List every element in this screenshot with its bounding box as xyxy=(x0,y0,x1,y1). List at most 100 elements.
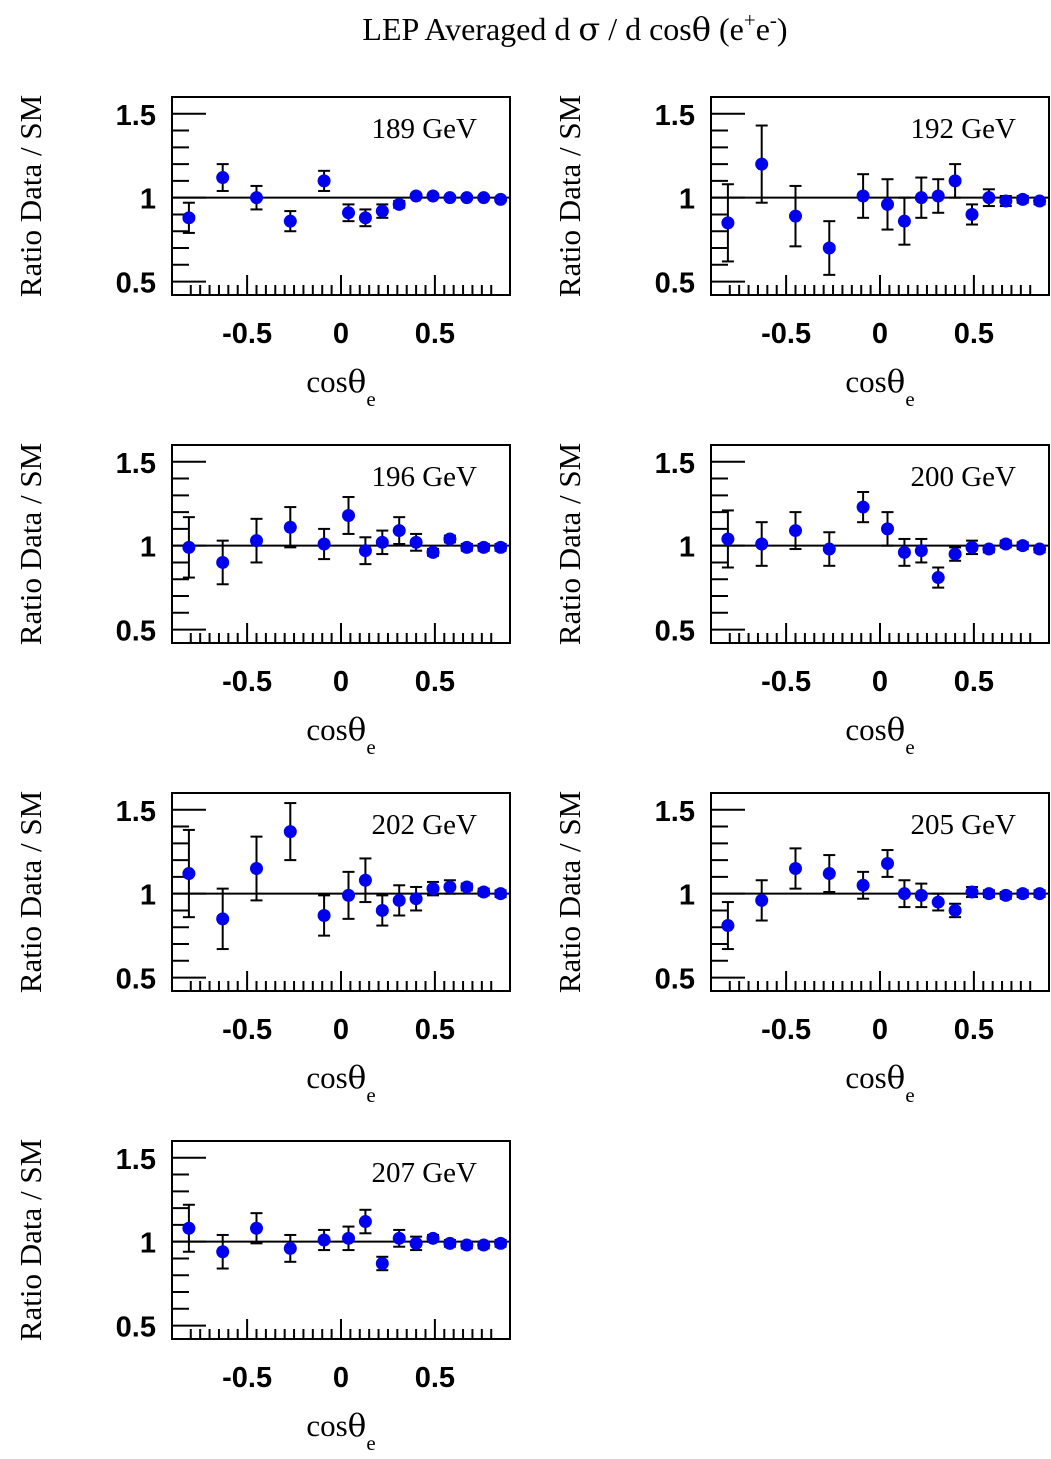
x-tick-label: 0.5 xyxy=(415,666,455,698)
data-point xyxy=(216,163,230,192)
x-tick-label: 0.5 xyxy=(954,666,994,698)
y-axis-label: Ratio Data / SM xyxy=(552,791,587,993)
data-point xyxy=(342,203,356,223)
x-axis-label-main: cos xyxy=(306,712,347,747)
y-tick-label: 0.5 xyxy=(116,964,156,996)
data-point xyxy=(494,540,508,554)
y-axis-label: Ratio Data / SM xyxy=(13,443,48,645)
marker xyxy=(250,534,263,548)
energy-label: 202 GeV xyxy=(371,809,477,841)
marker xyxy=(317,1233,331,1247)
y-tick-label: 0.5 xyxy=(655,964,695,996)
energy-label: 205 GeV xyxy=(910,809,1016,841)
marker xyxy=(358,1215,372,1229)
data-point xyxy=(375,1255,389,1272)
marker xyxy=(342,508,356,522)
marker xyxy=(914,888,928,902)
data-point xyxy=(409,532,423,552)
data-point xyxy=(789,511,802,551)
x-tick-label: 0 xyxy=(333,1014,349,1046)
marker xyxy=(914,544,928,558)
marker xyxy=(358,211,372,225)
marker xyxy=(216,912,230,926)
data-point xyxy=(897,196,911,246)
x-axis-label-sub: e xyxy=(366,735,375,759)
data-point xyxy=(721,901,735,951)
marker xyxy=(897,214,911,228)
x-tick-label: -0.5 xyxy=(761,666,811,698)
marker xyxy=(317,174,331,188)
energy-label: 189 GeV xyxy=(371,113,477,145)
data-point xyxy=(250,835,263,902)
marker xyxy=(789,209,802,223)
data-point xyxy=(999,537,1013,551)
data-point xyxy=(426,1231,440,1245)
marker xyxy=(342,1231,356,1245)
x-tick-label: 0.5 xyxy=(415,1362,455,1394)
y-tick-label: 1.5 xyxy=(116,448,156,480)
marker xyxy=(948,547,962,561)
x-tick-label: 0 xyxy=(872,666,888,698)
x-tick-label: 0 xyxy=(872,1014,888,1046)
data-point xyxy=(283,1233,297,1263)
data-point xyxy=(460,540,474,554)
data-point xyxy=(375,894,389,927)
data-point xyxy=(931,892,945,912)
marker xyxy=(881,522,895,536)
marker xyxy=(1016,887,1030,901)
data-point xyxy=(948,163,962,199)
data-point xyxy=(182,1203,196,1253)
marker xyxy=(982,887,996,901)
marker xyxy=(721,919,735,933)
data-point xyxy=(965,203,979,226)
data-point xyxy=(755,521,769,567)
data-point xyxy=(881,511,895,547)
marker xyxy=(1033,887,1047,901)
data-point xyxy=(1033,887,1047,901)
marker xyxy=(216,555,230,569)
data-point xyxy=(897,879,911,909)
marker xyxy=(897,887,911,901)
data-point xyxy=(477,885,491,899)
x-tick-label: -0.5 xyxy=(222,666,272,698)
y-axis-label: Ratio Data / SM xyxy=(13,95,48,297)
y-tick-label: 0.5 xyxy=(655,268,695,300)
data-point xyxy=(460,191,474,205)
energy-label: 192 GeV xyxy=(910,113,1016,145)
marker xyxy=(1033,542,1047,556)
data-point xyxy=(1016,539,1030,553)
x-tick-label: 0 xyxy=(872,318,888,350)
marker xyxy=(409,535,423,549)
panel-7: -0.5 0 0.5 0.5 1 1.5 Ratio Data / SM cosθe 207 G… xyxy=(13,1139,511,1455)
data-point xyxy=(982,188,996,208)
x-tick-label: 0.5 xyxy=(415,318,455,350)
marker xyxy=(931,895,945,909)
data-point xyxy=(250,517,263,564)
marker xyxy=(250,862,263,876)
data-point xyxy=(358,208,372,228)
x-tick-label: -0.5 xyxy=(222,1362,272,1394)
x-axis-label-theta: θ xyxy=(348,712,367,748)
marker xyxy=(1016,539,1030,553)
x-tick-label: 0 xyxy=(333,318,349,350)
data-point xyxy=(443,191,457,205)
marker xyxy=(409,189,423,203)
y-tick-label: 0.5 xyxy=(116,616,156,648)
marker xyxy=(375,204,389,218)
y-tick-label: 0.5 xyxy=(655,616,695,648)
marker xyxy=(250,1221,263,1235)
marker xyxy=(182,540,196,554)
panel-2: -0.5 0 0.5 0.5 1 1.5 Ratio Data / SM cosθe 192 G… xyxy=(552,95,1050,411)
data-point xyxy=(999,888,1013,902)
data-point xyxy=(856,173,870,219)
panel-3: -0.5 0 0.5 0.5 1 1.5 Ratio Data / SM cosθe 196 G… xyxy=(13,443,511,759)
data-point xyxy=(948,902,962,919)
marker xyxy=(283,1241,297,1255)
marker xyxy=(856,500,870,514)
data-point xyxy=(283,210,297,233)
marker xyxy=(999,537,1013,551)
x-tick-label: 0.5 xyxy=(954,1014,994,1046)
x-axis-label-theta: θ xyxy=(887,1060,906,1096)
data-point xyxy=(881,178,895,231)
marker xyxy=(342,888,356,902)
